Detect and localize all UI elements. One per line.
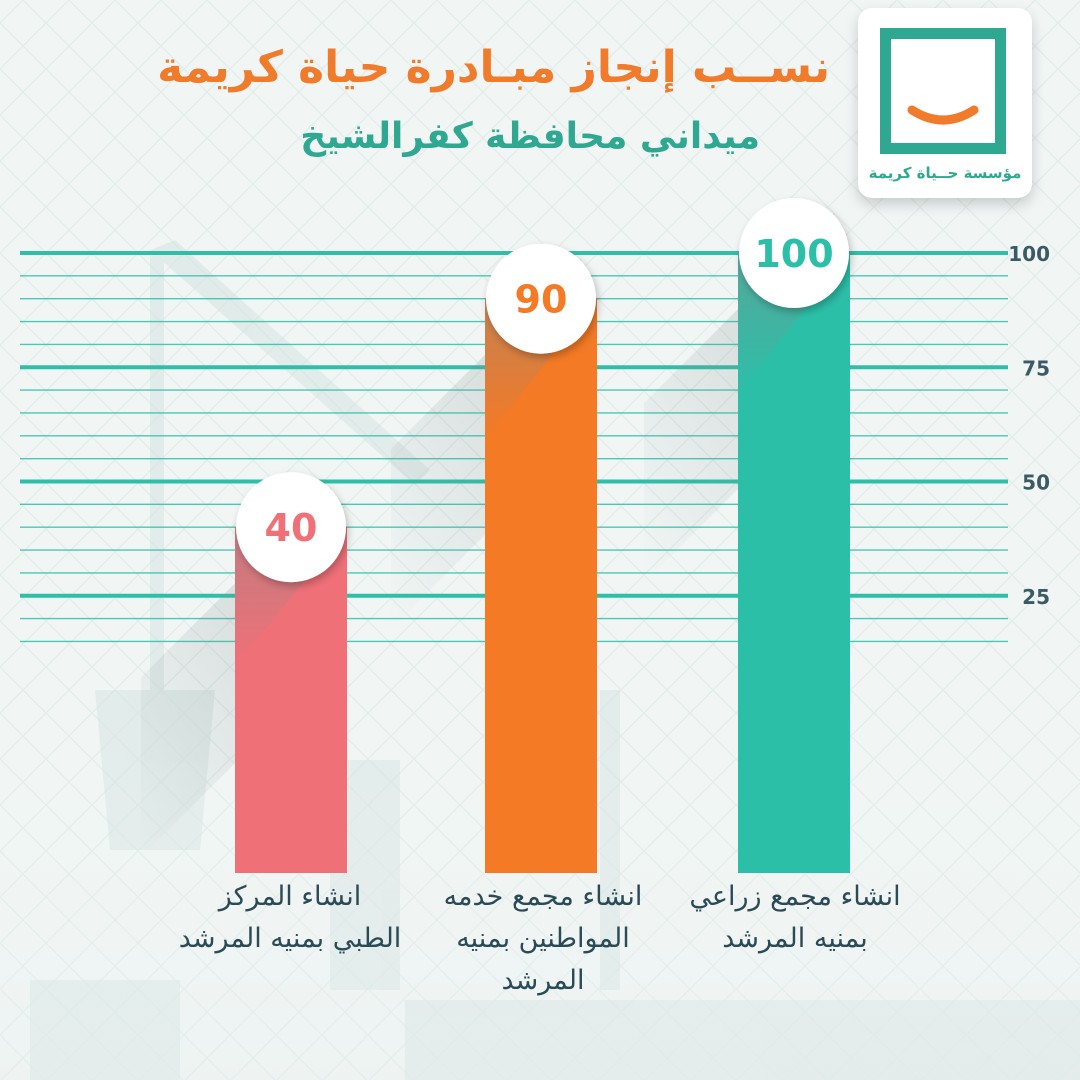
chart-subtitle: ميداني محافظة كفرالشيخ [300, 116, 760, 157]
bar-label-0-line-0: انشاء المركز [218, 881, 362, 912]
bar-label-2: انشاء مجمع زراعي بمنيه المرشد [670, 876, 920, 960]
brand-logo: مؤسسة حــياة كريمة [858, 8, 1032, 198]
value-label-2: 100 [754, 232, 833, 276]
logo-frame [880, 28, 1006, 154]
value-label-0: 40 [265, 506, 318, 550]
smile-frame-icon [907, 105, 979, 125]
bar-label-1-line-0: انشاء مجمع خدمه [443, 881, 643, 912]
y-tick-label-50: 50 [1022, 471, 1050, 495]
logo-text: مؤسسة حــياة كريمة [868, 164, 1022, 182]
y-tick-label-25: 25 [1022, 585, 1050, 609]
value-circle-2 [739, 198, 849, 308]
value-circle-0 [236, 472, 346, 583]
bar-label-1-line-2: المرشد [501, 965, 585, 996]
value-label-1: 90 [515, 278, 568, 322]
value-circle-1 [486, 243, 596, 354]
bar-label-2-line-1: بمنيه المرشد [722, 923, 868, 954]
bar-label-2-line-0: انشاء مجمع زراعي [689, 881, 901, 912]
chart-title: نســب إنجاز مبـادرة حياة كريمة [157, 42, 830, 93]
bar-label-0: انشاء المركز الطبي بمنيه المرشد [165, 876, 415, 960]
bar-label-0-line-1: الطبي بمنيه المرشد [178, 923, 402, 954]
y-tick-label-75: 75 [1022, 356, 1050, 380]
y-tick-label-100: 100 [1008, 242, 1050, 266]
bar-label-1: انشاء مجمع خدمه المواطنين بمنيه المرشد [418, 876, 668, 1002]
bar-label-1-line-1: المواطنين بمنيه [456, 923, 630, 954]
